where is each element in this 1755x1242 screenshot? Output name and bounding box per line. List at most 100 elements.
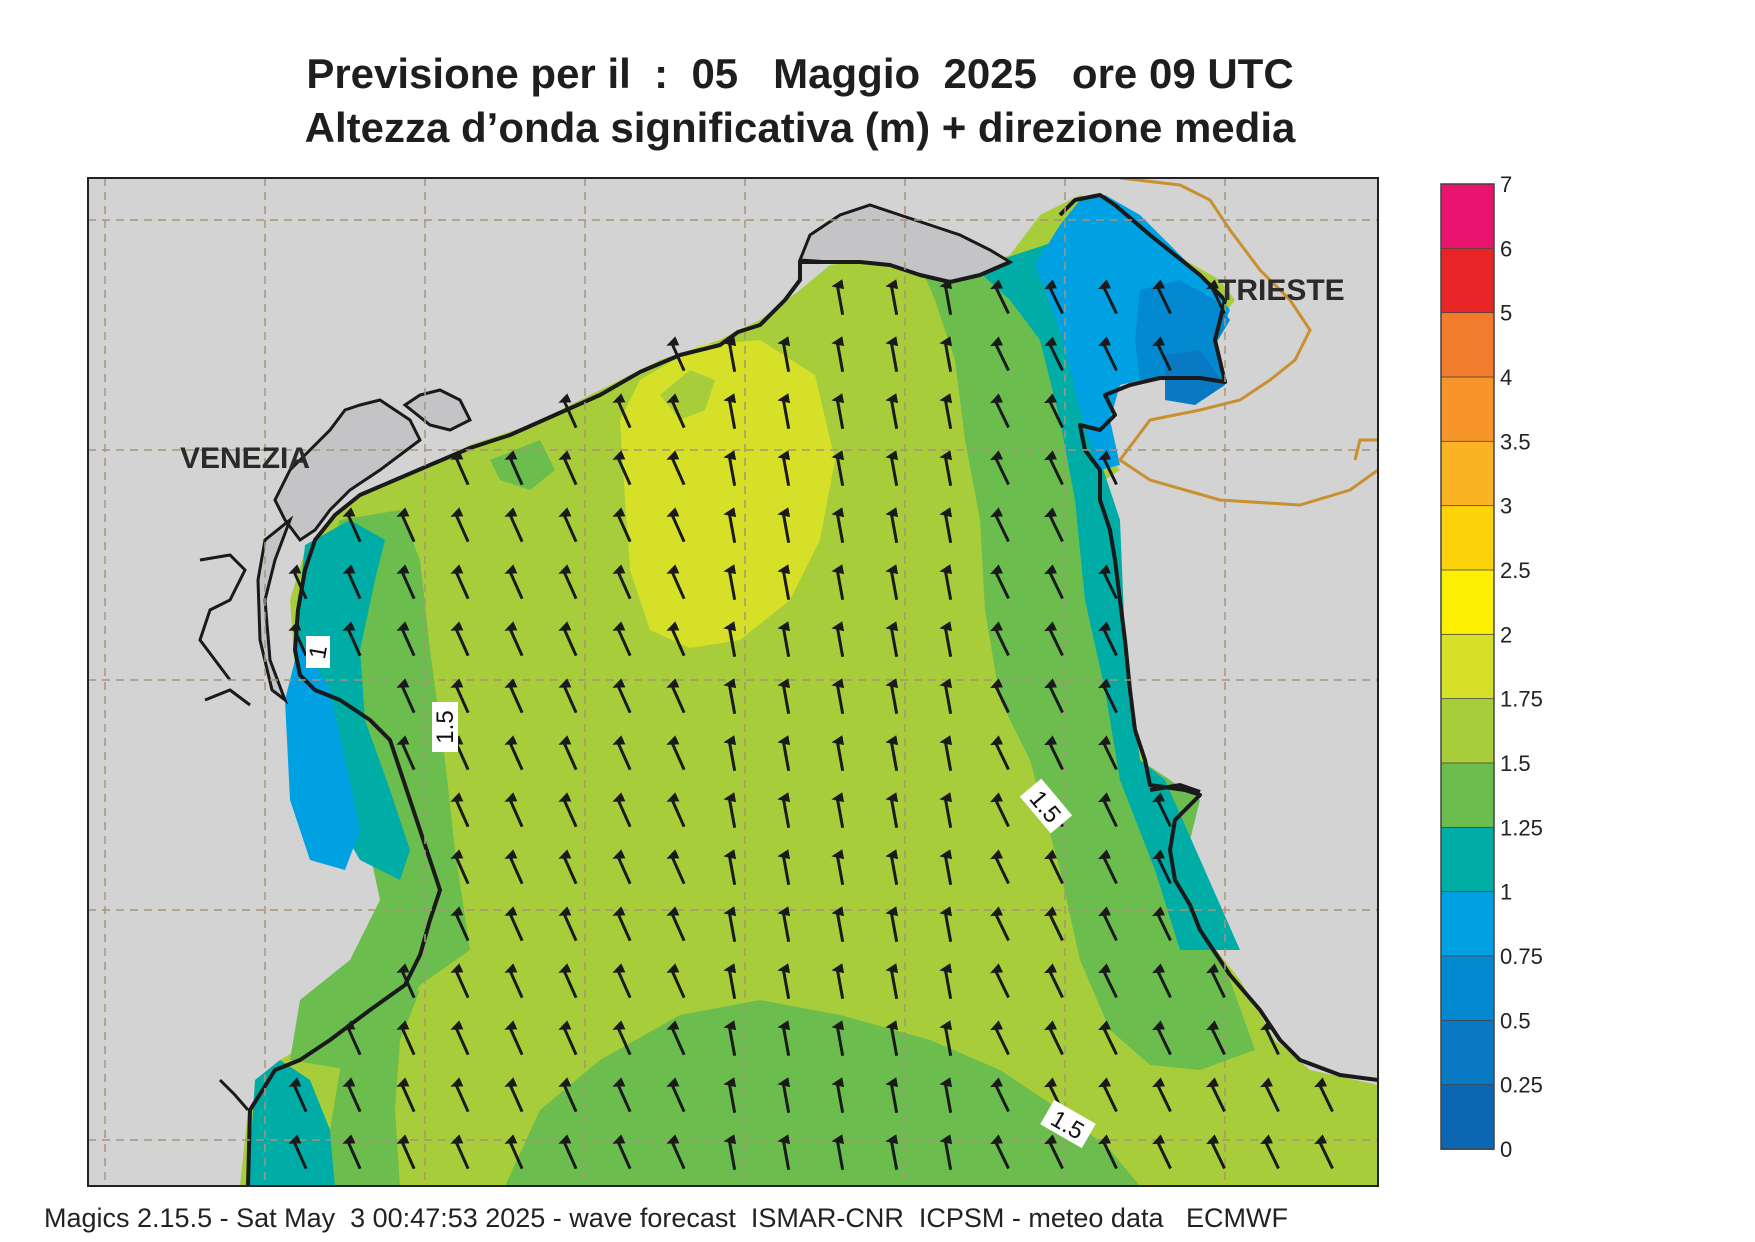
wave-direction-arrow — [939, 1077, 953, 1114]
coastline-island-east — [1149, 782, 1201, 794]
wave-direction-arrow — [1044, 564, 1064, 600]
wave-direction-arrow — [885, 336, 899, 373]
legend-swatch — [1440, 569, 1495, 636]
wave-direction-arrow — [612, 963, 632, 999]
wave-direction-arrow — [990, 1020, 1010, 1056]
legend-swatch — [1440, 826, 1495, 893]
wave-direction-arrow — [612, 849, 632, 885]
wave-direction-arrow — [939, 678, 953, 715]
wave-direction-arrow — [1206, 1077, 1226, 1113]
wave-direction-arrow — [1098, 963, 1118, 999]
wave-direction-arrow — [666, 1077, 686, 1113]
wave-direction-arrow — [831, 507, 845, 544]
wave-direction-arrow — [504, 678, 524, 714]
wave-direction-arrow — [723, 621, 737, 658]
wave-direction-arrow — [777, 1020, 791, 1057]
wave-direction-arrow — [612, 792, 632, 828]
wave-direction-arrow — [612, 1020, 632, 1056]
wave-direction-arrow — [1152, 963, 1172, 999]
wave-direction-arrow — [450, 450, 470, 486]
wave-direction-arrow — [396, 678, 416, 714]
wave-direction-arrow — [396, 963, 416, 999]
legend-tick-label: 0 — [1500, 1137, 1512, 1162]
wave-direction-arrow — [504, 906, 524, 942]
wave-direction-arrow — [666, 450, 686, 486]
wave-direction-arrow — [288, 1134, 308, 1170]
wave-direction-arrow — [666, 621, 686, 657]
wave-direction-arrow — [450, 1020, 470, 1056]
wave-direction-arrow — [723, 564, 737, 601]
wave-direction-arrow — [885, 621, 899, 658]
wave-direction-arrow — [777, 336, 791, 373]
wave-direction-arrow — [1098, 849, 1118, 885]
wave-direction-arrow — [666, 507, 686, 543]
wave-direction-arrow — [990, 906, 1010, 942]
wave-direction-arrow — [612, 450, 632, 486]
wave-direction-arrow — [831, 1077, 845, 1114]
wave-direction-arrow — [831, 1020, 845, 1057]
legend-tick-label: 7 — [1500, 172, 1512, 197]
wave-direction-arrow — [831, 678, 845, 715]
wave-direction-arrow — [450, 678, 470, 714]
wave-direction-arrow — [450, 621, 470, 657]
wave-direction-arrow — [1152, 906, 1172, 942]
svg-text:1.5: 1.5 — [432, 710, 459, 743]
wave-direction-arrow — [990, 621, 1010, 657]
legend-swatch — [1440, 376, 1495, 443]
coastline-east — [1058, 193, 1378, 1082]
wave-direction-arrow — [558, 849, 578, 885]
wave-direction-arrow — [1044, 735, 1064, 771]
wave-direction-arrow — [723, 849, 737, 886]
contour-label-1: 1 — [304, 636, 333, 668]
wave-direction-arrow — [342, 507, 362, 543]
wave-direction-arrow — [939, 735, 953, 772]
wave-direction-arrow — [396, 1134, 416, 1170]
wave-direction-arrow — [342, 1134, 362, 1170]
wave-direction-arrow — [612, 393, 632, 429]
wave-direction-arrow — [1098, 279, 1118, 315]
wave-direction-arrow — [1152, 1077, 1172, 1113]
wave-direction-arrow — [1044, 1134, 1064, 1170]
wave-direction-arrow — [990, 1077, 1010, 1113]
wave-direction-arrow — [885, 1077, 899, 1114]
wave-direction-arrow — [939, 849, 953, 886]
wave-direction-arrow — [990, 792, 1010, 828]
wave-direction-arrow — [450, 963, 470, 999]
wave-direction-arrow — [723, 906, 737, 943]
wave-direction-arrow — [558, 393, 578, 429]
wave-direction-arrow — [1098, 735, 1118, 771]
wave-direction-arrow — [939, 564, 953, 601]
legend-tick-label: 1 — [1500, 880, 1512, 905]
legend-tick-label: 1.75 — [1500, 687, 1543, 712]
wave-direction-arrow — [885, 678, 899, 715]
wave-direction-arrow — [342, 1077, 362, 1113]
wave-direction-arrow — [504, 849, 524, 885]
wave-direction-arrow — [939, 906, 953, 943]
wave-direction-arrow — [1206, 1134, 1226, 1170]
wave-direction-arrow — [504, 792, 524, 828]
wave-direction-arrow — [396, 1020, 416, 1056]
wave-direction-arrow — [558, 621, 578, 657]
wave-direction-arrow — [1152, 792, 1172, 828]
wave-direction-arrow — [612, 564, 632, 600]
footer-credits: Magics 2.15.5 - Sat May 3 00:47:53 2025 … — [44, 1203, 1288, 1233]
wave-direction-arrow — [885, 393, 899, 430]
wave-direction-arrow — [777, 1134, 791, 1171]
wave-direction-arrow — [558, 735, 578, 771]
wave-direction-arrow — [990, 450, 1010, 486]
legend-swatch — [1440, 247, 1495, 314]
legend-tick-label: 3.5 — [1500, 429, 1531, 454]
band-0-75-northeast — [1035, 195, 1230, 470]
wave-direction-arrow — [558, 906, 578, 942]
wave-direction-arrow — [504, 621, 524, 657]
wave-direction-arrow — [396, 621, 416, 657]
wave-direction-arrow — [777, 735, 791, 772]
legend-tick-label: 2.5 — [1500, 558, 1531, 583]
wave-direction-arrow — [1044, 393, 1064, 429]
wave-direction-arrow — [885, 507, 899, 544]
legend-swatch — [1440, 955, 1495, 1022]
wave-direction-arrow — [666, 849, 686, 885]
wave-direction-arrow — [288, 621, 308, 657]
wave-direction-arrow — [504, 1134, 524, 1170]
wave-direction-arrow — [1260, 1077, 1280, 1113]
